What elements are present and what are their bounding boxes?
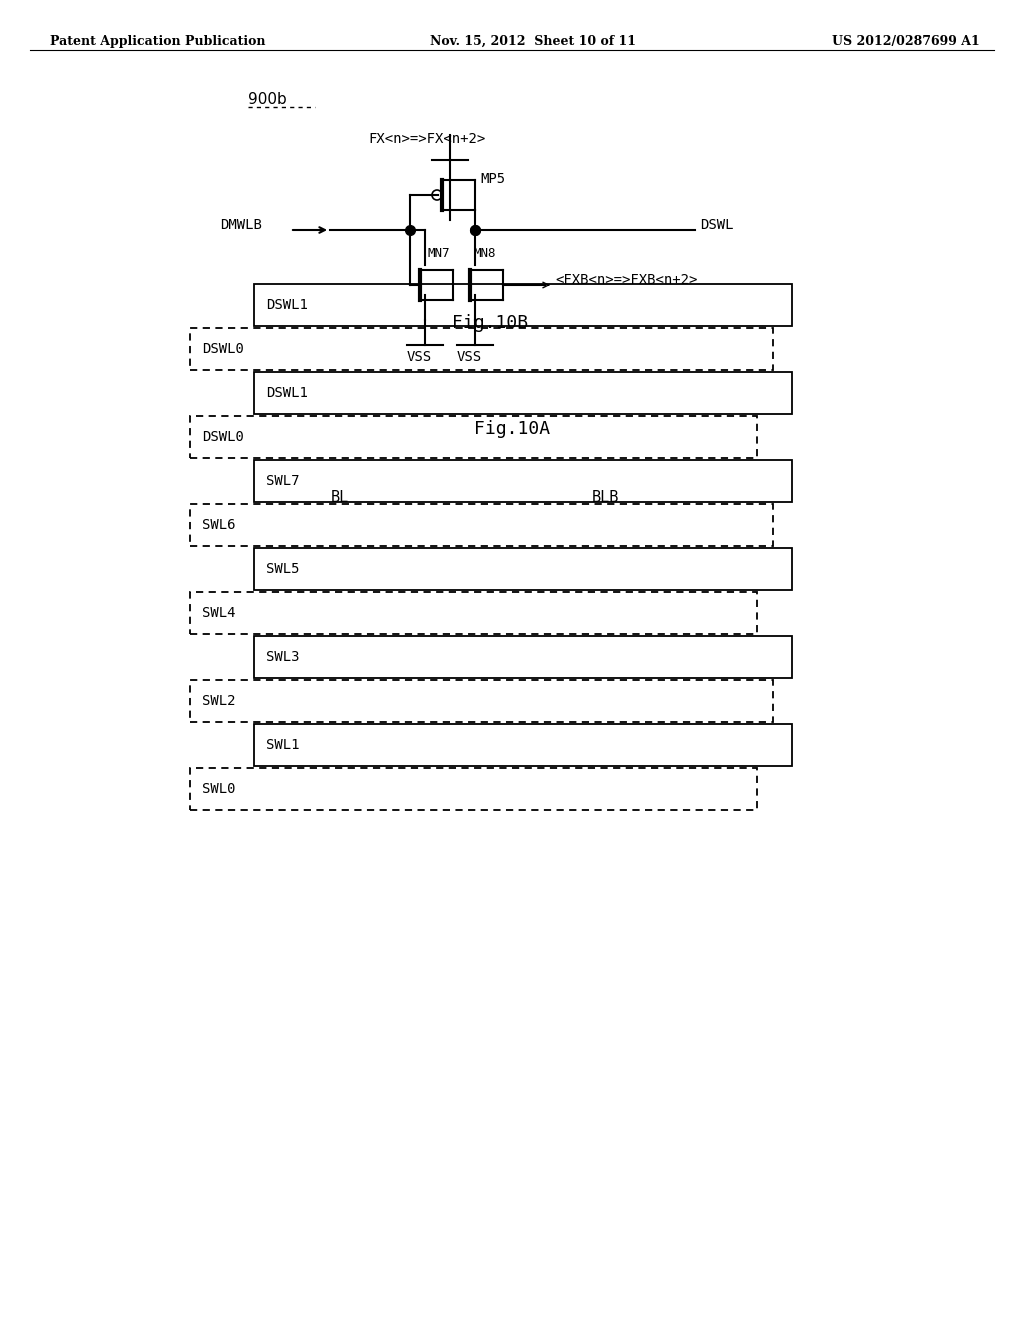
- Text: DSWL0: DSWL0: [202, 430, 244, 444]
- Text: 900b: 900b: [248, 92, 287, 107]
- Bar: [254, 372, 792, 414]
- Text: SWL0: SWL0: [202, 781, 236, 796]
- Bar: [190, 591, 757, 634]
- Bar: [190, 416, 757, 458]
- Text: DSWL0: DSWL0: [202, 342, 244, 356]
- Text: SWL6: SWL6: [202, 517, 236, 532]
- Text: <FXB<n>=>FXB<n+2>: <FXB<n>=>FXB<n+2>: [555, 273, 697, 286]
- Bar: [190, 768, 757, 810]
- Text: VSS: VSS: [457, 350, 482, 364]
- Text: Fig.10B: Fig.10B: [452, 314, 528, 333]
- Text: Nov. 15, 2012  Sheet 10 of 11: Nov. 15, 2012 Sheet 10 of 11: [430, 36, 636, 48]
- Bar: [190, 680, 773, 722]
- Text: SWL3: SWL3: [266, 649, 299, 664]
- Text: BL: BL: [331, 490, 349, 506]
- Bar: [254, 636, 792, 678]
- Text: SWL1: SWL1: [266, 738, 299, 752]
- Bar: [254, 548, 792, 590]
- Text: DSWL: DSWL: [700, 218, 733, 232]
- Bar: [254, 459, 792, 502]
- Text: DSWL1: DSWL1: [266, 385, 308, 400]
- Text: VSS: VSS: [407, 350, 432, 364]
- Text: MN7: MN7: [427, 247, 450, 260]
- Text: SWL7: SWL7: [266, 474, 299, 488]
- Text: SWL2: SWL2: [202, 694, 236, 708]
- Text: Patent Application Publication: Patent Application Publication: [50, 36, 265, 48]
- Text: MP5: MP5: [480, 172, 505, 186]
- Text: Fig.10A: Fig.10A: [474, 420, 550, 438]
- Text: SWL5: SWL5: [266, 562, 299, 576]
- Text: FX<n>=>FX<n+2>: FX<n>=>FX<n+2>: [368, 132, 485, 147]
- Bar: [254, 284, 792, 326]
- Bar: [190, 327, 773, 370]
- Text: SWL4: SWL4: [202, 606, 236, 620]
- Bar: [190, 504, 773, 546]
- Bar: [254, 723, 792, 766]
- Text: US 2012/0287699 A1: US 2012/0287699 A1: [833, 36, 980, 48]
- Text: DMWLB: DMWLB: [220, 218, 262, 232]
- Text: DSWL1: DSWL1: [266, 298, 308, 312]
- Text: MN8: MN8: [473, 247, 496, 260]
- Text: BLB: BLB: [591, 490, 618, 506]
